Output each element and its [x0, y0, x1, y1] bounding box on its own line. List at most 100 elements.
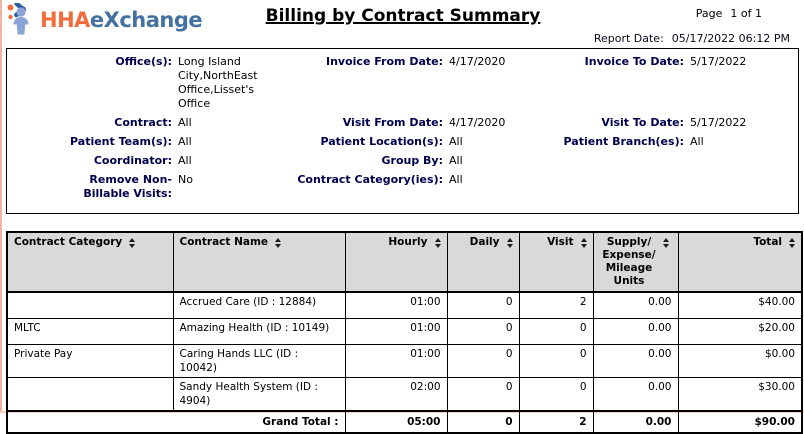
column-header-contract-category[interactable]: Contract Category	[6, 231, 174, 293]
filter-label: Coordinator:	[93, 154, 172, 167]
filter-label: Remove Non- Billable Visits:	[83, 173, 172, 200]
filter-value: All	[449, 154, 463, 167]
cell-supply: 0.00	[592, 343, 679, 378]
cell-total: $20.00	[677, 317, 803, 345]
filter-field-empty	[544, 173, 790, 201]
cell-total: $0.00	[677, 343, 803, 378]
table-row: MLTC Amazing Health (ID : 10149) 01:00 0 0 0.…	[6, 317, 803, 345]
filter-label: Patient Location(s):	[320, 135, 443, 148]
page-label: Page	[695, 7, 723, 20]
cell-daily: 0	[446, 343, 520, 378]
column-header-total[interactable]: Total	[677, 231, 803, 293]
filter-value: Long Island City,NorthEast Office,Lisset…	[178, 55, 258, 110]
filter-value: 4/17/2020	[449, 55, 506, 68]
filter-field-coordinator: Coordinator: All	[12, 154, 278, 168]
cell-visit: 0	[518, 376, 594, 411]
sort-icon[interactable]	[580, 238, 587, 248]
sort-icon[interactable]	[789, 238, 795, 248]
filter-field-contract: Contract: All	[12, 116, 278, 130]
cell-visit: 2	[518, 291, 594, 319]
column-header-label: Total	[753, 236, 782, 248]
cell-supply: 0.00	[592, 317, 679, 345]
cell-category	[6, 376, 174, 411]
filter-field-invoice-to-date: Invoice To Date: 5/17/2022	[544, 55, 790, 111]
column-header-label: Visit	[547, 236, 574, 248]
sort-icon[interactable]	[662, 238, 669, 248]
grand-total-total: $90.00	[677, 409, 803, 434]
filter-label: Invoice From Date:	[326, 55, 443, 68]
report-date-value: 05/17/2022 06:12 PM	[671, 32, 790, 45]
sort-icon[interactable]	[434, 238, 441, 248]
grand-total-hourly: 05:00	[344, 409, 448, 434]
filter-value: 5/17/2022	[690, 55, 747, 68]
cell-hourly: 01:00	[344, 343, 448, 378]
billing-summary-table: Contract Category Contract Name Hourly Dail…	[6, 231, 803, 434]
filter-field-visit-from-date: Visit From Date: 4/17/2020	[278, 116, 544, 130]
column-header-hourly[interactable]: Hourly	[344, 231, 448, 293]
grand-total-supply: 0.00	[592, 409, 679, 434]
cell-category: Private Pay	[6, 343, 174, 378]
cell-visit: 0	[518, 343, 594, 378]
filter-field-patient-team-s: Patient Team(s): All	[12, 135, 278, 149]
cell-name: Accrued Care (ID : 12884)	[172, 291, 346, 319]
cell-total: $30.00	[677, 376, 803, 411]
table-header-row: Contract Category Contract Name Hourly Dail…	[6, 231, 803, 293]
report-date-label: Report Date:	[593, 32, 664, 45]
column-header-daily[interactable]: Daily	[446, 231, 520, 293]
cell-hourly: 02:00	[344, 376, 448, 411]
grand-total-visit: 2	[518, 409, 594, 434]
cell-daily: 0	[446, 291, 520, 319]
filter-value: All	[178, 135, 192, 148]
filter-value: All	[690, 135, 704, 148]
sort-icon[interactable]	[129, 238, 136, 248]
grand-total-daily: 0	[446, 409, 520, 434]
filter-value: All	[449, 173, 463, 186]
filter-label: Group By:	[381, 154, 444, 167]
report-date: Report Date: 05/17/2022 06:12 PM	[594, 32, 790, 45]
filter-label: Office(s):	[115, 55, 172, 68]
page-value: 1 of 1	[730, 7, 762, 20]
filter-field-group-by: Group By: All	[278, 154, 544, 168]
grand-total-label: Grand Total :	[6, 409, 346, 434]
cell-category	[6, 291, 174, 319]
grand-total-row: Grand Total : 05:00 0 2 0.00 $90.00	[6, 409, 803, 434]
column-header-label: Daily	[469, 236, 500, 248]
filter-field-patient-location-s: Patient Location(s): All	[278, 135, 544, 149]
filter-value: No	[178, 173, 193, 186]
cell-hourly: 01:00	[344, 291, 448, 319]
filter-value: 5/17/2022	[690, 116, 747, 129]
page-title: Billing by Contract Summary	[265, 6, 541, 26]
cell-supply: 0.00	[592, 376, 679, 411]
report-filters-panel: Office(s): Long Island City,NorthEast Off…	[6, 48, 799, 214]
column-header-supply[interactable]: Supply/ Expense/ Mileage Units	[592, 231, 679, 293]
sort-icon[interactable]	[506, 238, 513, 248]
filter-field-remove-non-billable-visits: Remove Non- Billable Visits: No	[12, 173, 278, 201]
cell-category: MLTC	[6, 317, 174, 345]
filter-value: All	[449, 135, 463, 148]
filter-value: All	[178, 116, 192, 129]
column-header-visit[interactable]: Visit	[518, 231, 594, 293]
column-header-contract-name[interactable]: Contract Name	[172, 231, 346, 293]
hhaexchange-logo: HHAeXchange	[6, 3, 203, 36]
filter-field-contract-category-ies: Contract Category(ies): All	[278, 173, 544, 201]
filter-label: Patient Team(s):	[70, 135, 172, 148]
table-row: Private Pay Caring Hands LLC (ID : 10042)…	[6, 343, 803, 378]
hhaexchange-logo-icon	[6, 3, 40, 36]
filter-label: Contract:	[114, 116, 172, 129]
column-header-label: Hourly	[388, 236, 428, 248]
sort-icon[interactable]	[275, 238, 282, 248]
table-row: Sandy Health System (ID : 4904) 02:00 0 0 0.…	[6, 376, 803, 411]
cell-name: Caring Hands LLC (ID : 10042)	[172, 343, 346, 378]
logo-text: HHAeXchange	[40, 7, 203, 32]
cell-name: Sandy Health System (ID : 4904)	[172, 376, 346, 411]
filter-value: All	[178, 154, 192, 167]
report-header: HHAeXchange Billing by Contract Summary …	[2, 0, 804, 46]
page-number: Page 1 of 1	[696, 7, 762, 20]
cell-visit: 0	[518, 317, 594, 345]
cell-total: $40.00	[677, 291, 803, 319]
column-header-label: Contract Category	[14, 236, 123, 248]
filter-field-invoice-from-date: Invoice From Date: 4/17/2020	[278, 55, 544, 111]
cell-hourly: 01:00	[344, 317, 448, 345]
table-row: Accrued Care (ID : 12884) 01:00 0 2 0.00 $40.…	[6, 291, 803, 319]
